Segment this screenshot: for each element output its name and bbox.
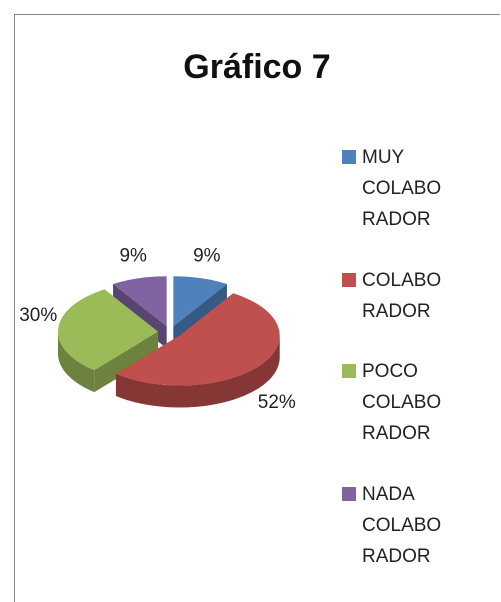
legend-label: MUY COLABORADOR: [362, 147, 442, 230]
legend-label: NADA COLABORADOR: [362, 483, 442, 567]
slice-wall-shade: [94, 331, 159, 393]
legend-entry: MUY COLABORADOR: [342, 142, 492, 235]
pie-slice: [58, 289, 159, 393]
legend-entry: NADA COLABORADOR: [342, 479, 492, 572]
chart-frame: [14, 14, 500, 602]
pie-slice: [115, 293, 280, 408]
slice-top: [113, 276, 167, 327]
legend-entry: POCO COLABORADOR: [342, 356, 492, 449]
data-label: 30%: [19, 305, 57, 326]
legend-label: COLABORADOR: [362, 269, 442, 322]
legend-swatch: [342, 150, 356, 164]
slice-side-shade: [115, 335, 280, 408]
slice-top: [173, 276, 227, 327]
slice-side-shade: [58, 331, 95, 393]
legend-swatch: [342, 272, 356, 287]
slice-top: [115, 293, 280, 386]
legend-label: POCO COLABORADOR: [362, 361, 442, 445]
legend-swatch: [342, 486, 356, 501]
legend-entry: COLABORADOR: [342, 265, 492, 327]
data-label: 52%: [258, 392, 296, 413]
slice-top: [58, 289, 159, 371]
legend: MUY COLABORADOR COLABORADOR POCO COLABORAD…: [342, 142, 492, 572]
slice-wall: [94, 331, 159, 393]
slice-side: [115, 335, 280, 408]
chart-title: Gráfico 7: [183, 48, 331, 86]
data-label: 9%: [193, 246, 221, 267]
data-label: 9%: [119, 246, 147, 267]
slice-side: [58, 331, 95, 393]
legend-swatch: [342, 364, 356, 379]
